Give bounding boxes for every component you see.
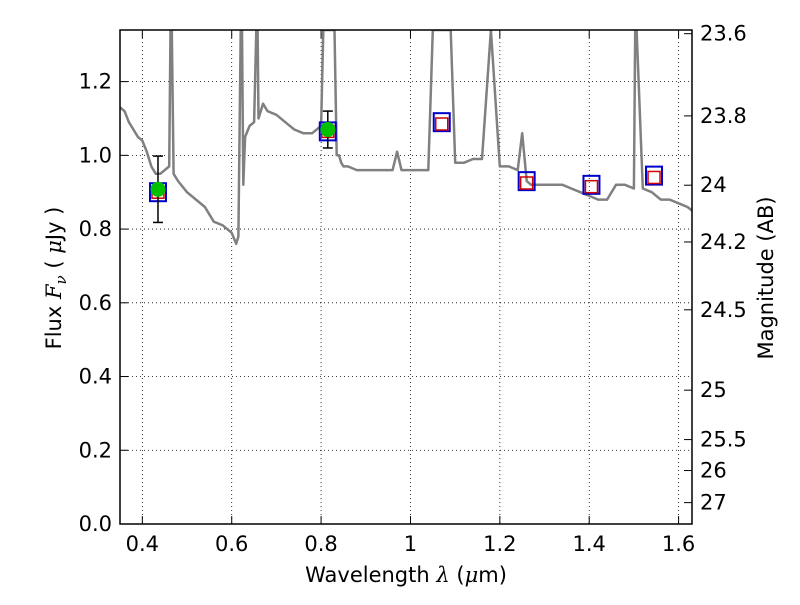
filter-flux-square [582, 174, 601, 195]
y2-tick-label: 24.2 [700, 230, 747, 254]
y2-tick-label: 25.5 [700, 428, 747, 452]
synthetic-flux-square [435, 117, 449, 131]
model-spectrum-line [120, 30, 692, 246]
tick-labels: 0.4 0.6 0.8 1 1.2 1.4 1.6 0.0 0.2 0.4 0.6 0.8 1.0 1.2… [79, 22, 747, 556]
x-tick-label: 0.8 [304, 532, 337, 556]
y2-tick-label: 23.6 [700, 22, 747, 46]
filter-flux-square [645, 165, 664, 186]
x-tick-label: 0.6 [215, 532, 248, 556]
y2-tick-label: 27 [700, 491, 727, 515]
y2-tick-label: 25 [700, 378, 727, 402]
x-axis-label: Wavelength λ (μm) [305, 563, 507, 587]
x-tick-label: 0.4 [126, 532, 159, 556]
y2-tick-label: 24 [700, 173, 727, 197]
x-tick-label: 1.6 [662, 532, 695, 556]
x-tick-label: 1.2 [483, 532, 516, 556]
observed-flux-point [150, 181, 166, 197]
synthetic-flux-square [519, 176, 534, 190]
y-tick-label: 1.2 [79, 70, 112, 94]
y-tick-label: 0.8 [79, 217, 112, 241]
ticks [120, 30, 692, 525]
filter-flux-square [517, 171, 536, 192]
y2-tick-label: 24.5 [700, 298, 747, 322]
y-tick-label: 0.6 [79, 291, 112, 315]
y-tick-label: 0.0 [79, 512, 112, 536]
y2-tick-label: 23.8 [700, 104, 747, 128]
x-tick-label: 1 [404, 532, 417, 556]
grid [120, 30, 692, 525]
y-tick-label: 0.2 [79, 438, 112, 462]
data-clip-group [120, 30, 692, 246]
right-axis-label: Magnitude (AB) [754, 196, 778, 359]
y2-tick-label: 26 [700, 459, 727, 483]
y-tick-label: 1.0 [79, 143, 112, 167]
filter-flux-square [432, 112, 451, 133]
synthetic-flux-square [647, 170, 661, 185]
x-tick-label: 1.4 [573, 532, 606, 556]
plot-frame [119, 29, 693, 525]
y-tick-label: 0.4 [79, 365, 112, 389]
data-layer [120, 30, 692, 246]
observed-flux-point [320, 122, 336, 138]
y-axis-label: Flux Fν ( μJy ) [42, 207, 70, 350]
synthetic-flux-square [584, 179, 599, 194]
